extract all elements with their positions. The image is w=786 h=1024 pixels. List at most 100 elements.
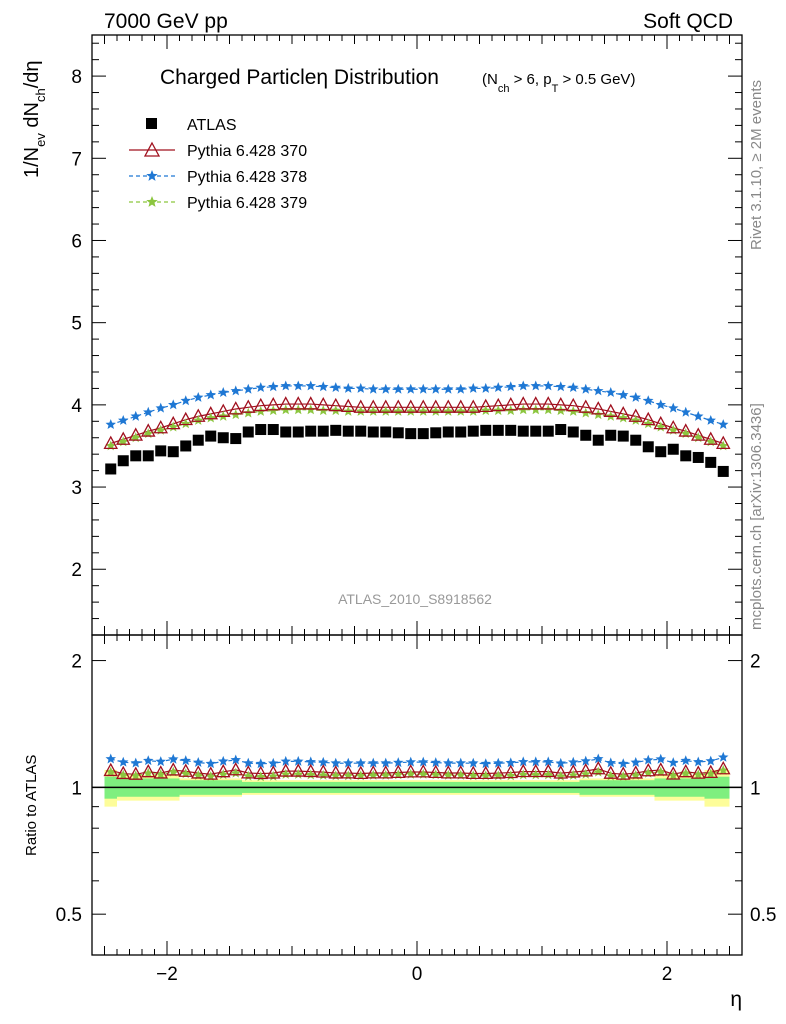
- rivet-version-label: Rivet 3.1.10, ≥ 2M events: [748, 80, 765, 250]
- ratio-point-triangle: [490, 765, 506, 779]
- ratio-point-star: [130, 770, 141, 781]
- ratio-point-star: [130, 757, 141, 768]
- ratio-point-star: [668, 770, 679, 781]
- ratio-point-star: [205, 771, 216, 782]
- ratio-point-star: [330, 770, 341, 781]
- ratio-point-star: [630, 769, 641, 780]
- ratio-point-star: [718, 764, 729, 775]
- data-point-star: [405, 383, 416, 394]
- ratio-point-star: [168, 753, 179, 764]
- data-point-atlas: [605, 429, 617, 441]
- data-point-atlas: [217, 432, 229, 444]
- ratio-point-star: [680, 755, 691, 766]
- data-point-star: [380, 405, 391, 416]
- ratio-point-triangle: [565, 764, 581, 778]
- data-point-atlas: [467, 425, 479, 437]
- data-point-star: [605, 387, 616, 397]
- data-point-triangle: [503, 397, 519, 411]
- ratio-point-triangle: [390, 764, 406, 779]
- data-point-triangle: [253, 397, 269, 412]
- data-point-star: [705, 414, 716, 425]
- ratio-point-star: [643, 767, 654, 778]
- data-point-triangle: [303, 396, 319, 410]
- data-point-atlas: [242, 426, 254, 438]
- legend: ATLAS Pythia 6.428 370 Pythia 6.428 378 …: [129, 117, 307, 212]
- data-point-star: [393, 383, 404, 394]
- data-point-star: [480, 382, 491, 393]
- data-point-star: [405, 405, 416, 416]
- ratio-point-triangle: [615, 766, 631, 780]
- data-point-star: [368, 405, 379, 416]
- ratio-point-star: [268, 770, 279, 781]
- data-point-triangle: [228, 401, 244, 415]
- ratio-point-triangle: [128, 766, 144, 780]
- data-point-star: [155, 402, 166, 413]
- data-point-atlas: [517, 425, 529, 437]
- data-point-star: [293, 380, 304, 391]
- data-point-star: [155, 424, 166, 435]
- ratio-point-star: [580, 768, 591, 779]
- ratio-point-triangle: [553, 765, 569, 779]
- data-point-star: [668, 402, 679, 413]
- data-point-star: [380, 383, 391, 394]
- ratio-point-star: [543, 769, 554, 780]
- data-point-triangle: [153, 420, 169, 434]
- ratio-point-star: [393, 757, 404, 768]
- ratio-point-star: [580, 755, 591, 766]
- data-point-atlas: [317, 425, 329, 437]
- data-point-atlas: [355, 425, 367, 437]
- data-point-triangle: [353, 399, 369, 413]
- ratio-point-triangle: [103, 762, 119, 777]
- ratio-point-star: [205, 758, 216, 769]
- ratio-point-star: [693, 756, 704, 767]
- ratio-point-triangle: [428, 764, 444, 779]
- data-point-star: [718, 419, 729, 430]
- data-point-atlas: [530, 425, 542, 437]
- ratio-point-star: [643, 754, 654, 765]
- data-point-triangle: [453, 399, 469, 413]
- ratio-point-star: [193, 769, 204, 780]
- data-point-atlas: [555, 424, 567, 436]
- data-point-triangle: [428, 399, 444, 413]
- ratio-point-triangle: [403, 764, 419, 778]
- ratio-point-star: [230, 754, 241, 765]
- ratio-point-triangle: [378, 765, 394, 779]
- ratio-y-tick-label: 2: [71, 652, 82, 673]
- ratio-point-star: [143, 767, 154, 778]
- ratio-point-star: [355, 757, 366, 768]
- data-point-star: [105, 419, 116, 430]
- data-point-star: [618, 412, 629, 423]
- data-point-atlas: [542, 425, 554, 437]
- ratio-point-star: [368, 757, 379, 768]
- data-point-star: [255, 382, 266, 393]
- data-point-star: [543, 380, 554, 391]
- data-point-triangle: [240, 399, 256, 413]
- data-point-triangle: [203, 406, 219, 420]
- data-point-atlas: [680, 450, 692, 462]
- legend-label-379: Pythia 6.428 379: [187, 195, 307, 212]
- ratio-point-triangle: [603, 765, 619, 779]
- ratio-point-triangle: [240, 765, 256, 779]
- data-point-triangle: [103, 435, 119, 450]
- data-point-triangle: [528, 396, 544, 410]
- data-point-star: [555, 381, 566, 392]
- data-point-star: [393, 405, 404, 416]
- ratio-point-star: [418, 756, 429, 767]
- data-point-star: [355, 405, 366, 416]
- ratio-point-star: [705, 755, 716, 766]
- ratio-point-star: [280, 755, 291, 766]
- data-point-star: [468, 382, 479, 393]
- ratio-point-triangle: [228, 762, 244, 776]
- data-point-star: [618, 389, 629, 400]
- ratio-point-triangle: [365, 765, 381, 779]
- y-tick-label: 8: [71, 67, 82, 88]
- y-axis-title: 1/Nev dNch/dη: [21, 60, 48, 178]
- data-point-star: [205, 389, 216, 400]
- data-point-star: [168, 421, 179, 432]
- ratio-point-star: [418, 768, 429, 779]
- ratio-point-triangle: [315, 764, 331, 778]
- ratio-point-star: [305, 769, 316, 780]
- legend-marker-atlas: [146, 118, 157, 129]
- data-point-triangle: [478, 398, 494, 413]
- ratio-point-star: [293, 768, 304, 779]
